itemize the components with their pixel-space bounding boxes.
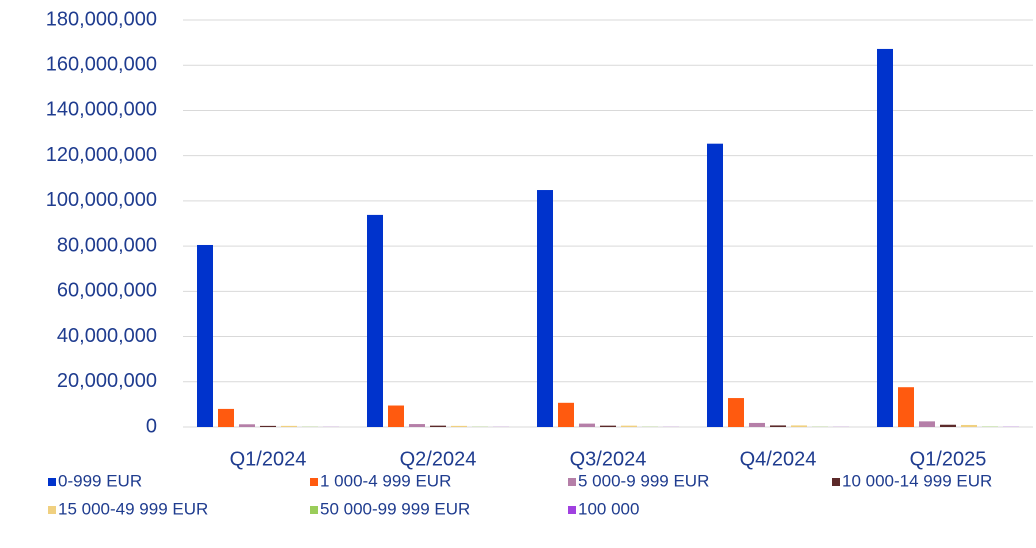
- bar: [367, 214, 383, 427]
- y-tick-label: 120,000,000: [46, 144, 157, 166]
- bar: [791, 425, 807, 427]
- x-tick-label: Q4/2024: [740, 448, 817, 470]
- legend-swatch: [48, 506, 56, 514]
- bar: [877, 48, 893, 427]
- x-tick-label: Q2/2024: [400, 448, 477, 470]
- bar: [707, 143, 723, 427]
- x-tick-label: Q3/2024: [570, 448, 647, 470]
- legend-label: 100 000: [578, 499, 639, 518]
- bar: [558, 402, 574, 427]
- legend-label: 0-999 EUR: [58, 471, 142, 490]
- legend-swatch: [832, 478, 840, 486]
- legend-label: 10 000-14 999 EUR: [842, 471, 992, 490]
- bar: [218, 408, 234, 427]
- bar: [961, 424, 977, 427]
- bar: [537, 190, 553, 427]
- x-tick-label: Q1/2025: [910, 448, 987, 470]
- y-tick-label: 40,000,000: [57, 325, 157, 347]
- y-tick-label: 20,000,000: [57, 370, 157, 392]
- bar: [940, 424, 956, 427]
- y-tick-label: 140,000,000: [46, 99, 157, 121]
- bar: [600, 425, 616, 427]
- bar: [239, 424, 255, 427]
- legend-swatch: [568, 478, 576, 486]
- x-tick-label: Q1/2024: [230, 448, 307, 470]
- bar: [197, 244, 213, 427]
- legend-label: 5 000-9 999 EUR: [578, 471, 709, 490]
- legend-label: 1 000-4 999 EUR: [320, 471, 451, 490]
- bar: [770, 425, 786, 427]
- legend-label: 15 000-49 999 EUR: [58, 499, 208, 518]
- bar: [388, 405, 404, 427]
- y-tick-label: 180,000,000: [46, 8, 157, 30]
- bar: [430, 425, 446, 427]
- y-tick-label: 80,000,000: [57, 234, 157, 256]
- y-tick-label: 0: [146, 415, 157, 437]
- bar: [728, 398, 744, 427]
- bar: [919, 421, 935, 427]
- bar: [451, 425, 467, 427]
- bar: [281, 425, 297, 427]
- legend-swatch: [48, 478, 56, 486]
- y-tick-label: 100,000,000: [46, 189, 157, 211]
- bar: [749, 422, 765, 427]
- bar: [409, 424, 425, 427]
- bar: [579, 423, 595, 427]
- y-tick-label: 60,000,000: [57, 280, 157, 302]
- bar: [898, 387, 914, 427]
- legend-swatch: [310, 478, 318, 486]
- legend-swatch: [310, 506, 318, 514]
- bar: [621, 425, 637, 427]
- legend-swatch: [568, 506, 576, 514]
- bar: [260, 425, 276, 427]
- legend-label: 50 000-99 999 EUR: [320, 499, 470, 518]
- y-tick-label: 160,000,000: [46, 54, 157, 76]
